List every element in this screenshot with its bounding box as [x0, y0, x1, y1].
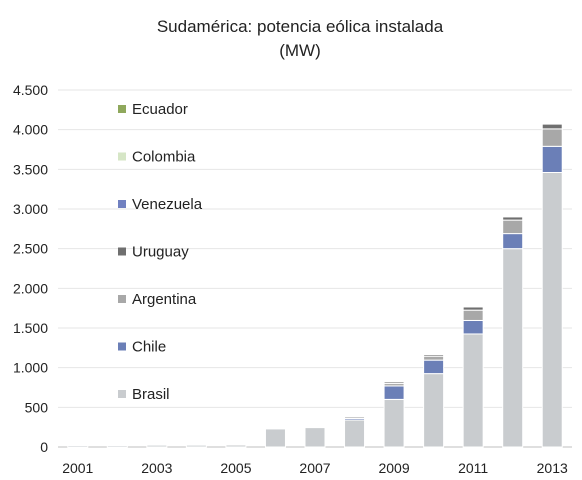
bar-segment-argentina [344, 416, 366, 419]
bar-segment-argentina [106, 444, 128, 447]
bar-segment-argentina [462, 309, 484, 321]
legend-swatch-uruguay [118, 247, 126, 256]
legend-label-ecuador: Ecuador [132, 101, 188, 118]
legend-swatch-colombia [118, 152, 126, 161]
bar-segment-uruguay [462, 306, 484, 311]
y-tick-label: 4.000 [13, 122, 48, 138]
bar-segment-argentina [502, 219, 524, 235]
legend-swatch-ecuador [118, 105, 126, 113]
x-tick-label: 2013 [537, 460, 568, 476]
y-tick-label: 1.500 [13, 320, 48, 336]
x-tick-label: 2009 [378, 460, 409, 476]
y-tick-label: 4.500 [13, 82, 48, 98]
legend-label-colombia: Colombia [132, 149, 196, 166]
bar-segment-chile [462, 319, 484, 335]
bar-segment-argentina [264, 427, 286, 430]
bar-segment-brasil [423, 373, 445, 448]
bar-segment-chile [502, 233, 524, 250]
gridlines [58, 89, 572, 448]
bar-segment-chile [541, 145, 563, 174]
x-axis: 2001 2003 2005 2007 2009 2011 2013 [62, 460, 568, 476]
bar-segment-uruguay [383, 381, 405, 385]
bar-segment-uruguay [423, 354, 445, 357]
bars [67, 123, 563, 448]
y-tick-label: 2.000 [13, 280, 48, 296]
x-tick-label: 2003 [141, 460, 172, 476]
bar-segment-argentina [225, 443, 247, 446]
bar-segment-argentina [541, 128, 563, 147]
bar-segment-brasil [264, 428, 286, 448]
y-tick-label: 500 [25, 399, 49, 415]
chart-title-line1: Sudamérica: potencia eólica instalada [157, 17, 444, 36]
bar-segment-brasil [344, 419, 366, 448]
bar-segment-brasil [462, 333, 484, 448]
bar-segment-brasil [502, 248, 524, 448]
bar-segment-brasil [304, 427, 326, 448]
legend-swatch-argentina [118, 295, 126, 303]
legend-label-uruguay: Uruguay [132, 244, 189, 261]
legend-label-chile: Chile [132, 339, 166, 356]
bar-segment-brasil [541, 172, 563, 448]
y-tick-label: 1.000 [13, 360, 48, 376]
legend-label-venezuela: Venezuela [132, 196, 203, 213]
y-tick-label: 0 [40, 439, 48, 455]
legend: Ecuador Colombia Venezuela Uruguay Argentina… [118, 101, 203, 403]
bar-segment-chile [423, 359, 445, 375]
y-tick-label: 3.000 [13, 201, 48, 217]
bar-segment-argentina [423, 355, 445, 361]
bar-segment-argentina [67, 444, 89, 447]
x-tick-label: 2001 [62, 460, 93, 476]
y-tick-label: 2.500 [13, 241, 48, 257]
bar-segment-uruguay [541, 123, 563, 130]
bar-segment-argentina [185, 444, 207, 446]
bar-segment-chile [383, 385, 405, 400]
x-tick-label: 2007 [299, 460, 330, 476]
legend-label-brasil: Brasil [132, 386, 170, 403]
bar-segment-uruguay [502, 216, 524, 221]
bar-segment-argentina [146, 444, 168, 446]
x-tick-label: 2011 [458, 460, 488, 476]
legend-swatch-venezuela [118, 200, 126, 208]
x-tick-label: 2005 [220, 460, 251, 476]
bar-segment-brasil [383, 398, 405, 448]
chart-title-line2: (MW) [279, 41, 321, 60]
y-axis: 0 500 1.000 1.500 2.000 2.500 3.000 3.500 4.000 4… [13, 82, 48, 455]
legend-label-argentina: Argentina [132, 291, 197, 308]
y-tick-label: 3.500 [13, 161, 48, 177]
legend-swatch-brasil [118, 390, 126, 398]
bar-segment-argentina [304, 426, 326, 429]
legend-swatch-chile [118, 342, 126, 351]
